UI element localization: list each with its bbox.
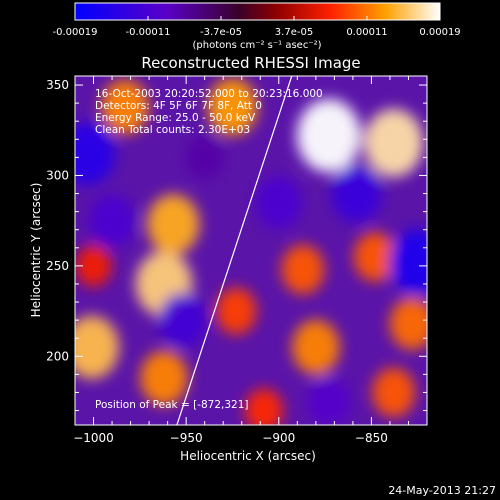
intensity-blob xyxy=(331,164,382,223)
info-line: Energy Range: 25.0 - 50.0 keV xyxy=(95,112,256,124)
intensity-blob xyxy=(353,232,397,282)
y-axis-label: Heliocentric Y (arcsec) xyxy=(29,183,43,318)
y-axis: 200 250 300 350 xyxy=(46,78,427,412)
intensity-blob xyxy=(307,376,351,425)
colorbar-tick-label: 0.00019 xyxy=(419,27,460,38)
intensity-blob xyxy=(75,315,120,379)
intensity-blob xyxy=(281,244,325,295)
x-axis-label: Heliocentric X (arcsec) xyxy=(180,449,316,463)
intensity-blob xyxy=(146,194,200,255)
y-tick-label: 350 xyxy=(46,78,69,92)
x-tick-label: −1000 xyxy=(73,431,114,445)
colorbar-tick-labels: -0.00019 -0.00011 -3.7e-05 3.7e-05 0.00011 0.… xyxy=(53,27,461,38)
info-line: 16-Oct-2003 20:20:52.000 to 20:23:16.000 xyxy=(95,88,323,100)
y-tick-label: 250 xyxy=(46,259,69,273)
colorbar-gradient xyxy=(74,2,441,21)
intensity-blob xyxy=(140,350,188,406)
colorbar-tick-label: -0.00011 xyxy=(126,27,171,38)
intensity-blob xyxy=(389,297,427,350)
x-tick-label: −850 xyxy=(355,431,388,445)
intensity-blob xyxy=(291,319,340,375)
intensity-blob xyxy=(185,135,224,180)
y-tick-label: 200 xyxy=(46,349,69,363)
timestamp: 24-May-2013 21:27 xyxy=(388,484,496,497)
colorbar-tick-label: 0.00011 xyxy=(346,27,387,38)
plot-area xyxy=(75,76,427,425)
solar-limb-line xyxy=(176,76,293,425)
intensity-blob xyxy=(158,292,207,348)
intensity-blob xyxy=(207,77,258,136)
info-line: Clean Total counts: 2.30E+03 xyxy=(95,124,250,136)
intensity-blob xyxy=(244,388,284,425)
intensity-map xyxy=(75,77,427,425)
intensity-blob xyxy=(256,176,302,229)
colorbar-tick-label: -0.00019 xyxy=(53,27,98,38)
colorbar-tick-label: 3.7e-05 xyxy=(275,27,313,38)
intensity-blob xyxy=(215,287,257,335)
colorbar-tick-label: -3.7e-05 xyxy=(200,27,242,38)
intensity-blob xyxy=(75,245,112,287)
intensity-blob xyxy=(389,229,427,296)
intensity-blob xyxy=(296,98,361,173)
colorbar-ticks xyxy=(74,16,441,20)
observation-info: 16-Oct-2003 20:20:52.000 to 20:23:16.000… xyxy=(95,88,323,136)
intensity-blob xyxy=(75,122,116,186)
y-tick-label: 300 xyxy=(46,168,69,182)
intensity-blob xyxy=(372,367,416,418)
intensity-blob xyxy=(363,108,424,178)
info-line: Detectors: 4F 5F 6F 7F 8F, Att 0 xyxy=(95,100,262,112)
plot-frame xyxy=(74,75,428,426)
colorbar: -0.00019 -0.00011 -3.7e-05 3.7e-05 0.00011 0.… xyxy=(53,2,461,51)
colorbar-units-label: (photons cm⁻² s⁻¹ asec⁻²) xyxy=(192,40,321,51)
peak-position-annotation: Position of Peak = [-872,321] xyxy=(95,399,249,411)
chart-title: Reconstructed RHESSI Image xyxy=(141,54,360,72)
intensity-blob xyxy=(101,79,149,135)
x-tick-label: −900 xyxy=(262,431,295,445)
intensity-blob xyxy=(89,194,135,247)
x-axis: −1000 −950 −900 −850 xyxy=(73,76,428,445)
x-tick-label: −950 xyxy=(170,431,203,445)
